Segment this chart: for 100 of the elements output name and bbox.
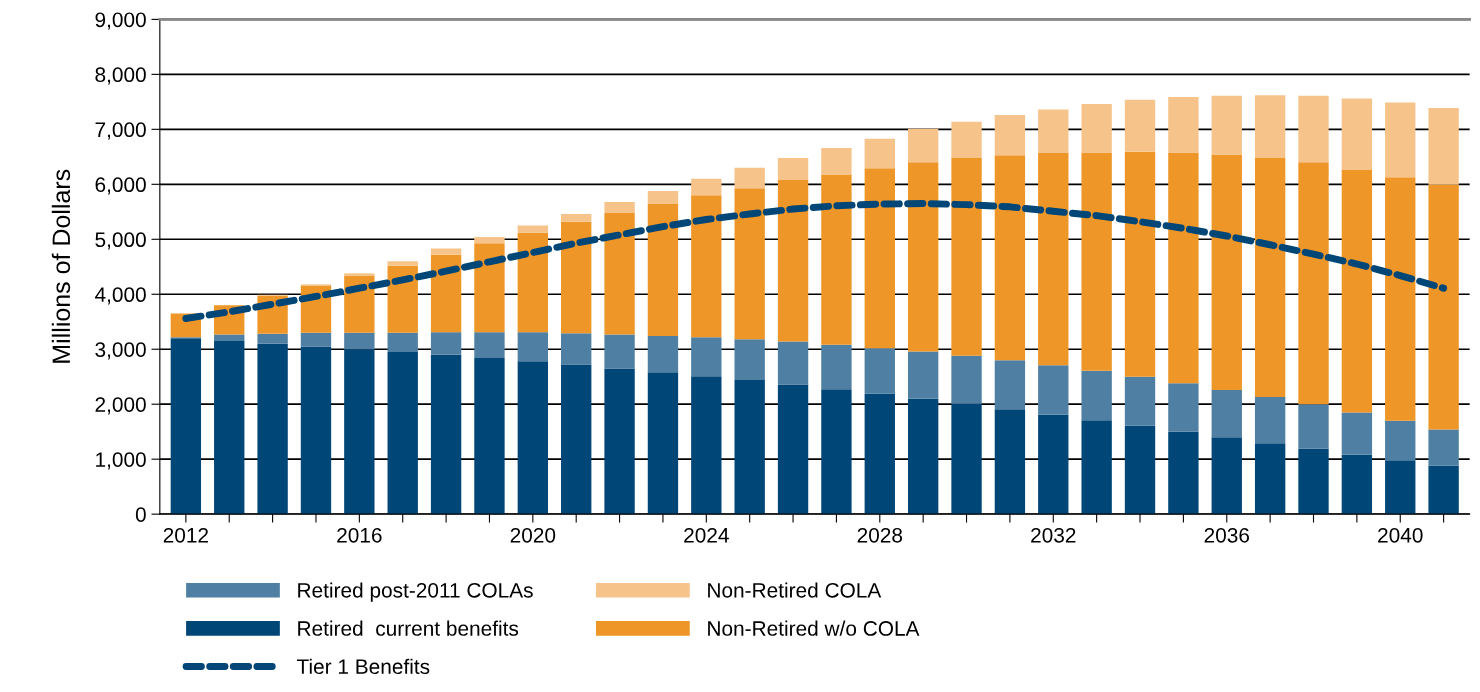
bar	[821, 344, 852, 390]
bar	[647, 336, 679, 373]
bar	[1298, 162, 1329, 405]
bar	[821, 174, 852, 345]
bar	[951, 121, 982, 158]
bar	[951, 355, 982, 404]
y-tick-label: 4,000	[95, 287, 146, 305]
bar	[1038, 152, 1069, 366]
legend-label: Retired post-2011 COLAs	[298, 582, 533, 602]
x-tick-label: 2032	[1031, 527, 1076, 543]
bar	[257, 343, 288, 515]
y-tick-label: 8,000	[95, 67, 146, 85]
x-tick-label: 2020	[510, 527, 556, 543]
bar	[777, 157, 809, 180]
bar	[1081, 152, 1112, 371]
bar	[647, 190, 679, 204]
bar	[517, 232, 549, 333]
bar	[561, 221, 592, 334]
bar	[1124, 99, 1156, 152]
bar	[994, 360, 1026, 410]
bar	[907, 398, 939, 515]
bar	[474, 243, 505, 333]
bar	[907, 162, 939, 352]
bar	[1385, 420, 1416, 461]
bar	[734, 380, 765, 515]
bar	[387, 265, 418, 333]
bar	[864, 393, 895, 515]
x-tick-label: 2028	[857, 527, 903, 543]
bar	[604, 212, 635, 335]
bar	[1254, 443, 1286, 515]
bar	[604, 201, 635, 213]
bar	[994, 155, 1026, 361]
bar	[170, 338, 202, 515]
x-tick-label: 2040	[1378, 527, 1423, 543]
bar	[604, 368, 635, 515]
bar	[691, 337, 722, 377]
bar	[474, 332, 505, 359]
bar	[864, 138, 895, 169]
bar	[994, 409, 1026, 515]
y-tick-label: 7,000	[95, 122, 146, 140]
bar	[1168, 152, 1199, 384]
bar	[344, 273, 375, 277]
x-tick-label: 2024	[684, 527, 729, 543]
bar	[1254, 95, 1286, 158]
bar	[734, 339, 765, 381]
bar	[1428, 107, 1459, 185]
y-axis-title: Millions of Dollars	[51, 169, 71, 363]
bar	[1298, 95, 1329, 163]
bar	[1211, 437, 1242, 515]
bar	[1124, 151, 1156, 377]
bar	[1341, 454, 1373, 515]
bar	[907, 351, 939, 399]
bar	[344, 349, 375, 515]
bar	[1168, 96, 1199, 153]
bar	[344, 332, 375, 350]
bar	[604, 334, 635, 369]
bar	[647, 372, 679, 515]
bar	[474, 358, 505, 515]
y-tick-label: 0	[135, 507, 146, 522]
bar	[951, 157, 982, 356]
bar	[430, 254, 462, 333]
bar	[864, 348, 895, 394]
bar	[1211, 95, 1242, 155]
bar	[1385, 177, 1416, 421]
bar	[1298, 404, 1329, 449]
bar	[1124, 425, 1156, 515]
bar	[1341, 98, 1373, 171]
bar	[214, 340, 245, 515]
legend-label: Non-Retired w/o COLA	[708, 620, 920, 636]
bar	[777, 341, 809, 385]
bar	[561, 333, 592, 365]
bar	[300, 332, 332, 347]
bar	[864, 168, 895, 349]
bar	[474, 237, 505, 244]
x-tick-label: 2012	[163, 527, 208, 543]
y-tick-label: 6,000	[95, 177, 146, 195]
bar	[561, 364, 592, 515]
bar	[691, 178, 722, 196]
bar	[1298, 448, 1329, 515]
bar	[214, 334, 245, 341]
x-tick-label: 2036	[1204, 527, 1250, 543]
bar	[994, 115, 1026, 156]
bar	[1254, 397, 1286, 444]
x-tick-label: 2016	[337, 527, 382, 543]
bar	[777, 384, 809, 515]
bar	[1038, 365, 1069, 415]
bar	[951, 403, 982, 515]
bar	[430, 248, 462, 255]
bar	[1428, 429, 1459, 466]
legend-label: Retired current benefits	[298, 620, 519, 636]
bar	[1081, 104, 1112, 153]
y-tick-label: 2,000	[95, 397, 146, 415]
bar	[300, 346, 332, 515]
bar	[691, 195, 722, 338]
legend-label: Non-Retired COLA	[708, 582, 882, 598]
bar	[561, 213, 592, 222]
y-tick-label: 9,000	[95, 12, 146, 30]
bar	[777, 179, 809, 342]
bar	[1428, 184, 1459, 430]
bar	[517, 225, 549, 233]
